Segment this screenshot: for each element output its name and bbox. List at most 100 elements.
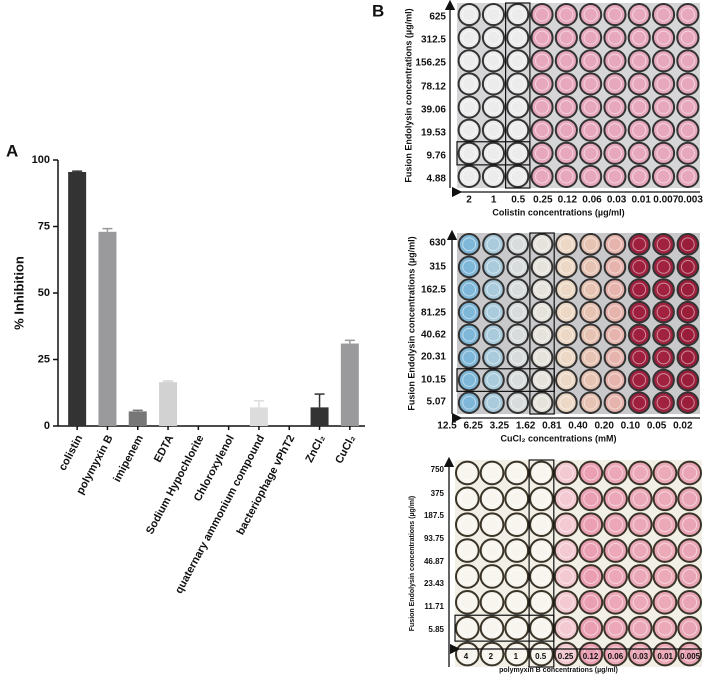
x-tick-label: imipenem bbox=[111, 433, 146, 484]
well-inner bbox=[510, 123, 525, 138]
well bbox=[504, 512, 530, 538]
well bbox=[579, 323, 602, 347]
well-inner bbox=[657, 620, 673, 636]
row-label: 156.25 bbox=[415, 58, 446, 69]
well bbox=[482, 233, 505, 256]
column-label: 1 bbox=[514, 652, 519, 661]
well bbox=[479, 486, 505, 512]
well-inner bbox=[608, 465, 624, 481]
well bbox=[481, 26, 506, 50]
well-inner bbox=[583, 465, 599, 481]
well bbox=[506, 255, 530, 279]
well bbox=[651, 49, 676, 73]
well bbox=[457, 26, 481, 50]
well-inner bbox=[682, 620, 698, 636]
well-inner bbox=[656, 373, 671, 387]
well-inner bbox=[608, 620, 624, 636]
well bbox=[555, 233, 578, 256]
well bbox=[603, 615, 628, 641]
well bbox=[506, 278, 530, 301]
well-inner bbox=[657, 517, 673, 533]
well-inner bbox=[608, 237, 622, 252]
well bbox=[479, 589, 505, 615]
column-label: 0.03 bbox=[607, 195, 627, 206]
well-inner bbox=[583, 350, 598, 365]
well-inner bbox=[682, 646, 698, 662]
well-inner bbox=[535, 7, 550, 22]
well bbox=[481, 3, 506, 27]
well-inner bbox=[583, 260, 598, 274]
well bbox=[627, 486, 653, 512]
well-inner bbox=[486, 237, 501, 252]
well bbox=[627, 164, 651, 188]
well-inner bbox=[657, 465, 673, 481]
well-inner bbox=[486, 305, 501, 320]
well-inner bbox=[484, 646, 500, 662]
well bbox=[652, 564, 678, 589]
well bbox=[554, 26, 578, 50]
well bbox=[627, 512, 653, 538]
well-inner bbox=[680, 146, 695, 161]
well bbox=[553, 564, 579, 589]
column-label: 0.005 bbox=[680, 652, 701, 661]
well-inner bbox=[632, 465, 648, 481]
well-inner bbox=[608, 282, 622, 297]
well-inner bbox=[682, 568, 698, 584]
well bbox=[677, 460, 703, 486]
column-label: 0.25 bbox=[533, 195, 553, 206]
well-inner bbox=[607, 76, 622, 91]
well bbox=[553, 486, 579, 512]
well bbox=[529, 615, 554, 641]
well bbox=[530, 255, 554, 279]
row-label: 312.5 bbox=[421, 35, 446, 46]
well-inner bbox=[484, 517, 500, 533]
well bbox=[676, 346, 700, 369]
well bbox=[482, 368, 505, 392]
well-inner bbox=[559, 169, 574, 184]
well bbox=[457, 3, 481, 27]
well-inner bbox=[486, 7, 501, 22]
well bbox=[652, 255, 675, 279]
y-axis-label: Fusion Endolysin concentrations (µg/ml) bbox=[403, 8, 413, 182]
well-inner bbox=[462, 260, 477, 274]
highlight-box bbox=[505, 2, 531, 189]
well-inner bbox=[632, 100, 647, 115]
well-inner bbox=[558, 517, 574, 533]
well-inner bbox=[462, 53, 477, 68]
x-tick-label: EDTA bbox=[152, 433, 176, 464]
well-inner bbox=[510, 7, 525, 22]
well bbox=[481, 72, 506, 96]
well bbox=[506, 49, 530, 73]
well-inner bbox=[657, 646, 673, 662]
well bbox=[652, 460, 678, 486]
highlight-box bbox=[529, 232, 555, 415]
well bbox=[506, 368, 530, 392]
well bbox=[579, 278, 602, 301]
well-inner bbox=[656, 305, 671, 320]
well-inner bbox=[608, 373, 622, 387]
well bbox=[555, 255, 578, 279]
well-inner bbox=[558, 465, 574, 481]
well-inner bbox=[486, 169, 501, 184]
well-inner bbox=[656, 30, 671, 45]
well bbox=[676, 3, 700, 27]
well bbox=[506, 346, 530, 369]
well bbox=[627, 615, 653, 641]
well bbox=[651, 3, 676, 27]
row-label: 5.85 bbox=[428, 625, 444, 634]
well-inner bbox=[607, 30, 622, 45]
well bbox=[579, 255, 602, 279]
well-inner bbox=[559, 395, 574, 410]
well-inner bbox=[510, 169, 525, 184]
row-label: 93.75 bbox=[424, 534, 445, 543]
well-inner bbox=[657, 543, 673, 559]
well-inner bbox=[486, 260, 501, 274]
well bbox=[603, 233, 627, 256]
well bbox=[603, 118, 627, 142]
well bbox=[504, 564, 530, 589]
well bbox=[652, 589, 678, 615]
well bbox=[504, 615, 530, 641]
well bbox=[652, 615, 678, 641]
well-inner bbox=[682, 543, 698, 559]
well-inner bbox=[559, 373, 574, 387]
